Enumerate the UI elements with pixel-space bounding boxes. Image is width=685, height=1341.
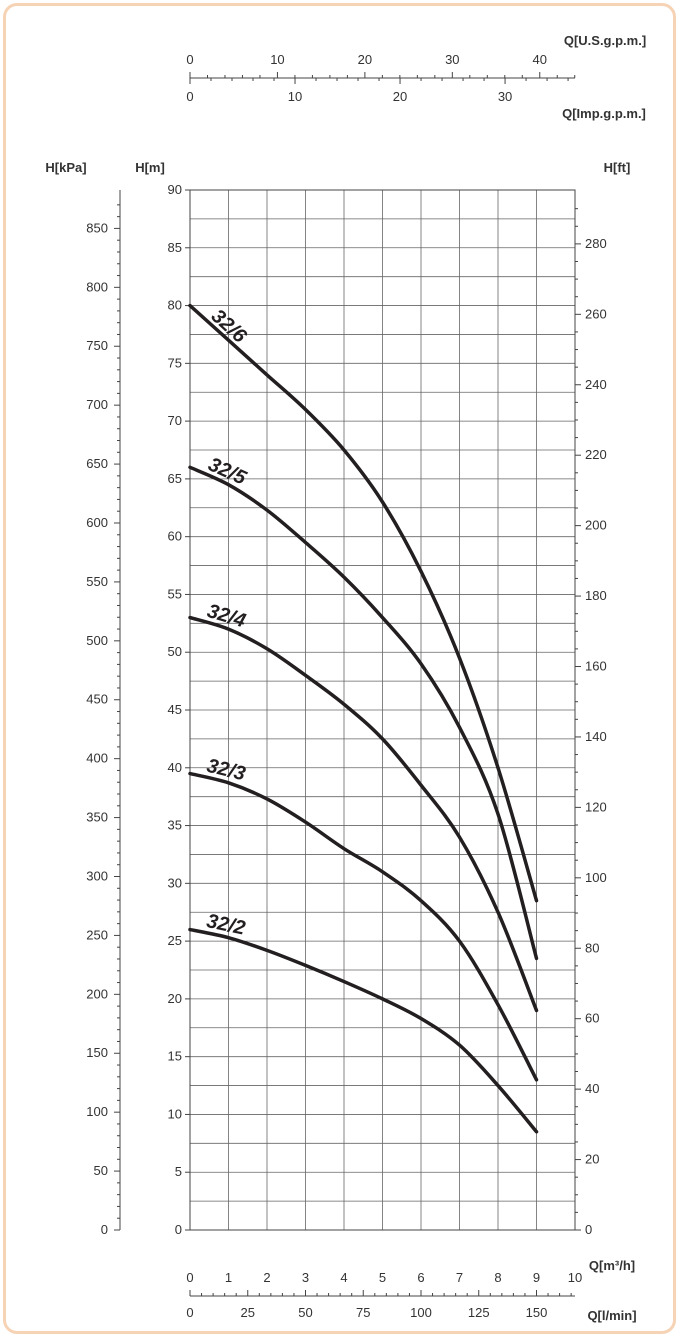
tick-label-h-m: 85 (168, 240, 182, 255)
tick-label-q-impgpm: 0 (186, 89, 193, 104)
tick-label-q-usgpm: 20 (358, 52, 372, 67)
tick-label-q-usgpm: 40 (533, 52, 547, 67)
tick-label-h-m: 55 (168, 586, 182, 601)
tick-label-h-m: 70 (168, 413, 182, 428)
tick-label-q-lmin: 100 (410, 1305, 432, 1320)
tick-label-q-m3h: 3 (302, 1270, 309, 1285)
tick-label-h-kpa: 300 (86, 868, 108, 883)
tick-label-h-ft: 160 (585, 659, 607, 674)
tick-label-h-ft: 60 (585, 1011, 599, 1026)
tick-label-h-kpa: 250 (86, 927, 108, 942)
tick-label-h-m: 35 (168, 818, 182, 833)
tick-label-h-kpa: 550 (86, 574, 108, 589)
tick-label-h-ft: 280 (585, 236, 607, 251)
tick-label-h-m: 50 (168, 644, 182, 659)
tick-label-h-ft: 140 (585, 729, 607, 744)
tick-label-q-m3h: 8 (494, 1270, 501, 1285)
tick-label-q-lmin: 0 (186, 1305, 193, 1320)
tick-label-h-kpa: 750 (86, 338, 108, 353)
tick-label-h-ft: 260 (585, 306, 607, 321)
tick-label-h-ft: 80 (585, 940, 599, 955)
axis-label-q-lmin: Q[l/min] (587, 1308, 636, 1323)
tick-label-q-m3h: 9 (533, 1270, 540, 1285)
tick-label-h-kpa: 500 (86, 633, 108, 648)
tick-label-h-m: 65 (168, 471, 182, 486)
curve-32-5 (188, 465, 539, 961)
axis-label-q-usgpm: Q[U.S.g.p.m.] (564, 33, 646, 48)
tick-label-q-m3h: 4 (340, 1270, 347, 1285)
tick-label-q-usgpm: 30 (445, 52, 459, 67)
tick-label-h-m: 20 (168, 991, 182, 1006)
curve-label-32-3: 32/3 (205, 755, 248, 785)
tick-label-h-m: 80 (168, 298, 182, 313)
tick-label-q-usgpm: 10 (270, 52, 284, 67)
tick-label-q-m3h: 1 (225, 1270, 232, 1285)
tick-label-q-impgpm: 10 (288, 89, 302, 104)
axis-label-q-impgpm: Q[Imp.g.p.m.] (562, 106, 646, 121)
tick-label-q-lmin: 50 (298, 1305, 312, 1320)
tick-label-h-m: 5 (175, 1164, 182, 1179)
tick-label-h-kpa: 200 (86, 986, 108, 1001)
tick-label-h-kpa: 150 (86, 1045, 108, 1060)
tick-label-h-ft: 220 (585, 447, 607, 462)
curve-label-32-4: 32/4 (205, 600, 249, 632)
tick-label-h-kpa: 700 (86, 397, 108, 412)
tick-label-h-ft: 20 (585, 1152, 599, 1167)
tick-label-q-m3h: 2 (263, 1270, 270, 1285)
tick-label-h-m: 0 (175, 1222, 182, 1237)
axis-label-h-kpa: H[kPa] (45, 160, 86, 175)
curve-32-3 (188, 771, 539, 1082)
tick-label-h-ft: 240 (585, 377, 607, 392)
tick-label-q-impgpm: 20 (393, 89, 407, 104)
curve-32-4 (188, 615, 539, 1013)
tick-label-q-lmin: 125 (468, 1305, 490, 1320)
tick-label-h-ft: 0 (585, 1222, 592, 1237)
tick-label-h-kpa: 600 (86, 515, 108, 530)
tick-label-h-m: 75 (168, 355, 182, 370)
tick-label-q-usgpm: 0 (186, 52, 193, 67)
tick-label-h-m: 45 (168, 702, 182, 717)
tick-label-h-m: 25 (168, 933, 182, 948)
curve-32-6 (188, 303, 539, 903)
tick-label-q-m3h: 5 (379, 1270, 386, 1285)
tick-label-q-m3h: 6 (417, 1270, 424, 1285)
tick-label-h-ft: 200 (585, 518, 607, 533)
tick-label-h-kpa: 0 (101, 1222, 108, 1237)
tick-label-q-m3h: 0 (186, 1270, 193, 1285)
tick-label-h-m: 60 (168, 529, 182, 544)
tick-label-h-ft: 40 (585, 1081, 599, 1096)
tick-label-q-impgpm: 30 (498, 89, 512, 104)
tick-label-h-ft: 100 (585, 870, 607, 885)
tick-label-h-kpa: 50 (94, 1163, 108, 1178)
axis-label-h-m: H[m] (135, 160, 165, 175)
tick-label-h-kpa: 350 (86, 810, 108, 825)
tick-label-h-kpa: 850 (86, 220, 108, 235)
tick-label-q-m3h: 7 (456, 1270, 463, 1285)
axis-label-h-ft: H[ft] (604, 160, 631, 175)
tick-label-h-ft: 120 (585, 799, 607, 814)
tick-label-h-m: 30 (168, 875, 182, 890)
tick-label-q-lmin: 75 (356, 1305, 370, 1320)
axis-label-q-m3h: Q[m³/h] (589, 1258, 635, 1273)
tick-label-h-kpa: 450 (86, 692, 108, 707)
tick-label-h-kpa: 100 (86, 1104, 108, 1119)
tick-label-h-m: 10 (168, 1106, 182, 1121)
tick-label-h-kpa: 800 (86, 279, 108, 294)
curve-32-2 (188, 927, 539, 1134)
tick-label-h-kpa: 650 (86, 456, 108, 471)
tick-label-q-m3h: 10 (568, 1270, 582, 1285)
tick-label-q-lmin: 150 (526, 1305, 548, 1320)
tick-label-h-kpa: 400 (86, 751, 108, 766)
tick-label-h-m: 90 (168, 182, 182, 197)
tick-label-h-ft: 180 (585, 588, 607, 603)
tick-label-q-lmin: 25 (241, 1305, 255, 1320)
tick-label-h-m: 15 (168, 1049, 182, 1064)
tick-label-h-m: 40 (168, 760, 182, 775)
